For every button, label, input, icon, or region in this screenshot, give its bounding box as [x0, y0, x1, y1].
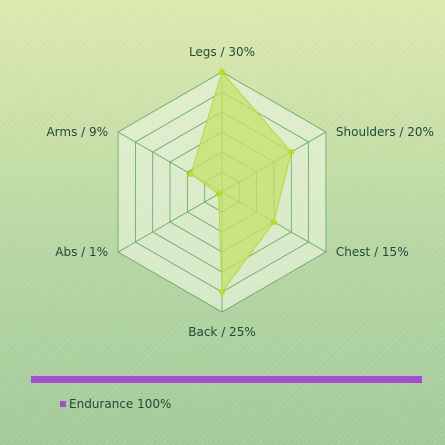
legend-swatch — [60, 401, 66, 407]
axis-label-legs: Legs / 30% — [189, 45, 255, 59]
series-endurance — [187, 69, 295, 295]
data-point-chest[interactable] — [270, 219, 277, 225]
axis-label-back: Back / 25% — [188, 325, 255, 339]
legend-item-endurance[interactable]: Endurance 100% — [60, 397, 171, 411]
axis-label-arms: Arms / 9% — [46, 125, 108, 139]
data-point-arms[interactable] — [187, 171, 194, 177]
axis-label-chest: Chest / 15% — [336, 245, 409, 259]
data-point-legs[interactable] — [219, 69, 225, 75]
data-point-abs[interactable] — [215, 191, 222, 197]
grid-spoke — [117, 191, 223, 253]
data-point-shoulders[interactable] — [288, 149, 295, 155]
axis-labels: Legs / 30% Shoulders / 20% Chest / 15% Back… — [46, 45, 433, 339]
data-point-back[interactable] — [219, 289, 225, 295]
legend-bar — [31, 376, 422, 383]
axis-label-shoulders: Shoulders / 20% — [336, 125, 434, 139]
legend-label: Endurance 100% — [69, 397, 172, 411]
axis-label-abs: Abs / 1% — [55, 245, 108, 259]
